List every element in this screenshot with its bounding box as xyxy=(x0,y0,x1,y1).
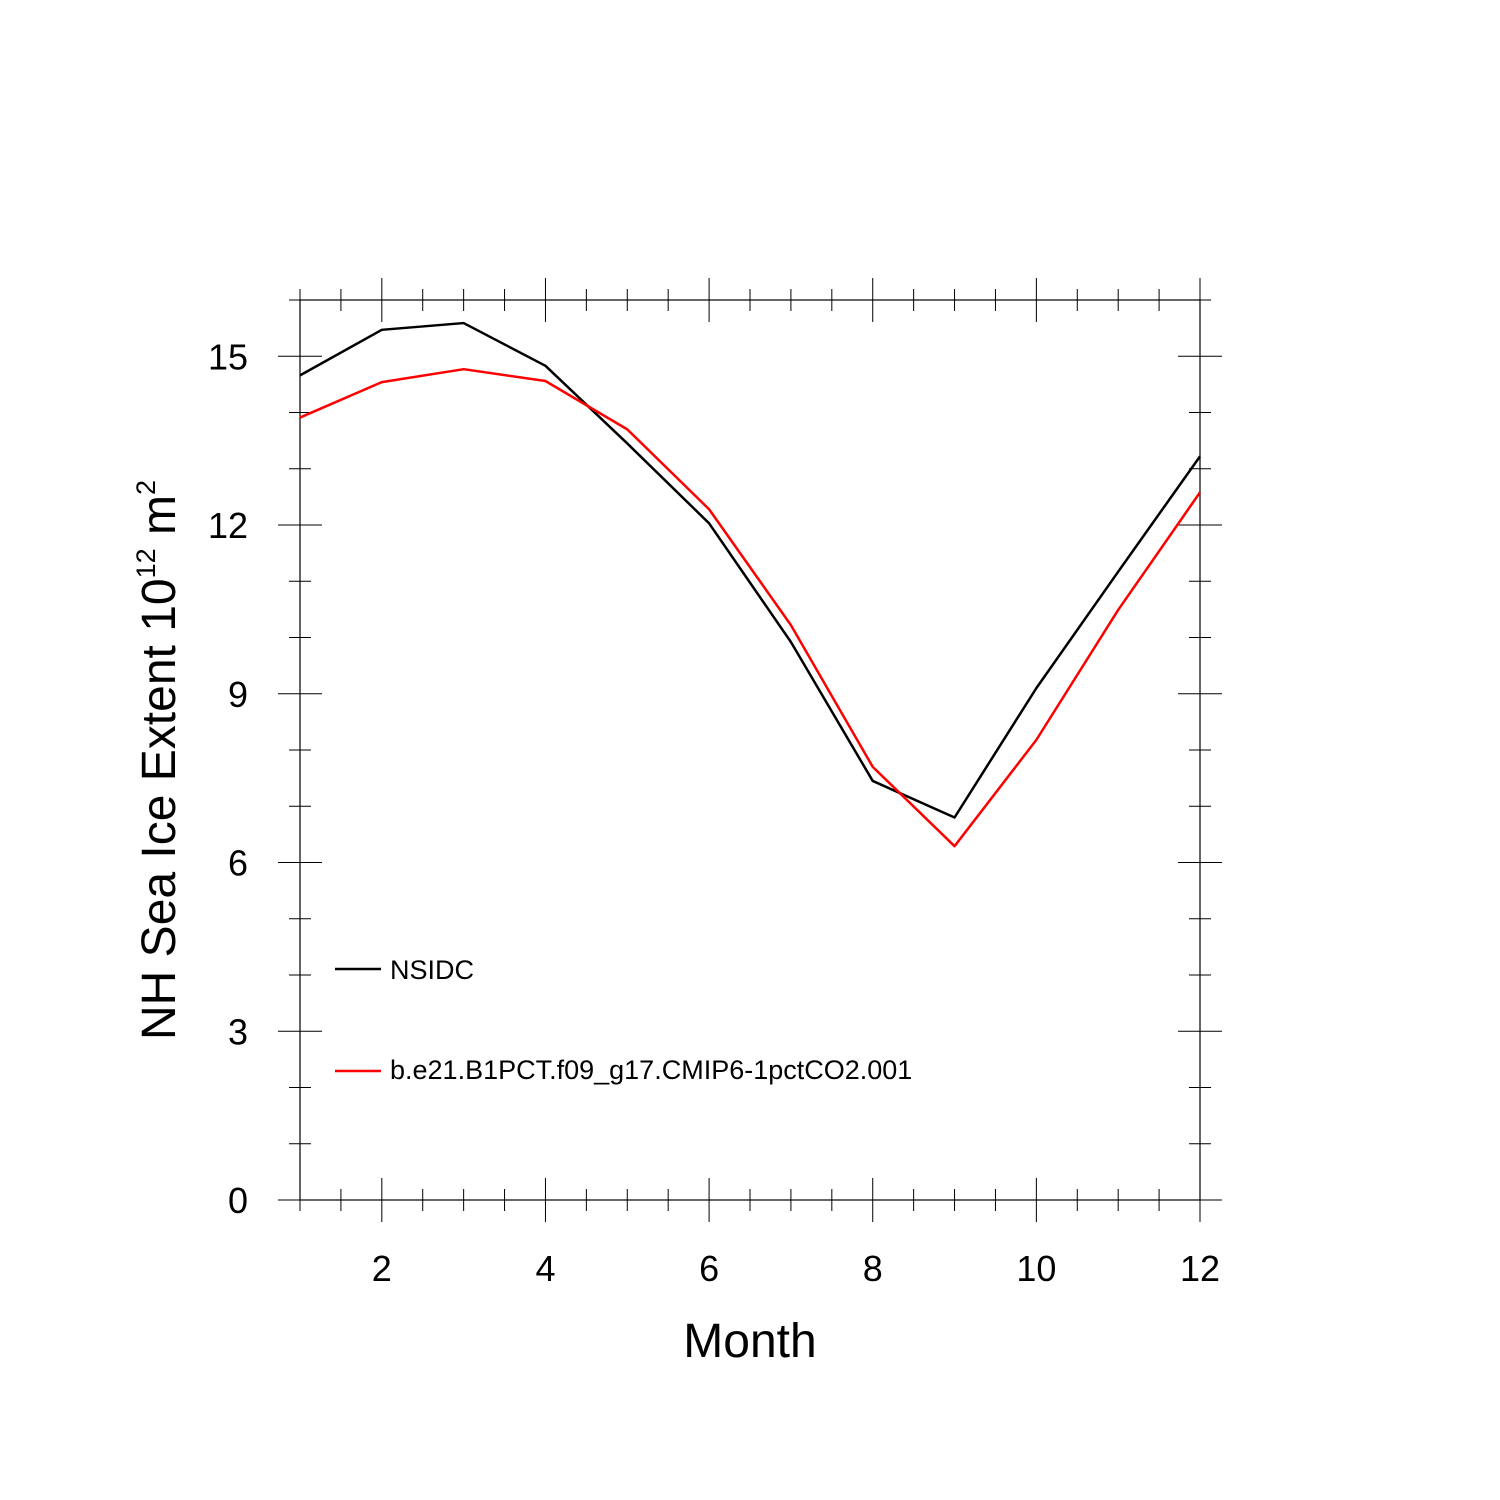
y-tick-label: 6 xyxy=(228,843,248,884)
legend-label-model: b.e21.B1PCT.f09_g17.CMIP6-1pctCO2.001 xyxy=(390,1055,912,1085)
series-line-1 xyxy=(299,367,1202,848)
y-tick-label: 9 xyxy=(228,674,248,715)
x-tick-label: 12 xyxy=(1180,1248,1220,1289)
x-tick-label: 4 xyxy=(535,1248,555,1289)
legend-label-nsidc: NSIDC xyxy=(390,955,474,985)
y-tick-labels: 0 3 6 9 12 15 xyxy=(208,336,248,1221)
x-axis-title: Month xyxy=(683,1315,816,1368)
y-tick-label: 15 xyxy=(208,336,248,377)
y-axis-title-exponent: 12 xyxy=(131,548,161,578)
y-axis-title-unit: m xyxy=(133,495,186,548)
x-tick-label: 6 xyxy=(699,1248,719,1289)
x-tick-label: 8 xyxy=(863,1248,883,1289)
y-axis-title-main: NH Sea Ice Extent 10 xyxy=(133,578,186,1040)
series-lines xyxy=(299,321,1202,848)
legend: NSIDC b.e21.B1PCT.f09_g17.CMIP6-1pctCO2.… xyxy=(335,955,912,1085)
x-tick-label: 2 xyxy=(372,1248,392,1289)
y-tick-label: 12 xyxy=(208,505,248,546)
y-axis-title-unit-exponent: 2 xyxy=(131,480,161,495)
x-tick-label: 10 xyxy=(1016,1248,1056,1289)
series-line-0 xyxy=(299,321,1202,819)
y-tick-label: 3 xyxy=(228,1011,248,1052)
y-axis-title: NH Sea Ice Extent 1012 m2 xyxy=(131,480,186,1040)
x-tick-labels: 2 4 6 8 10 12 xyxy=(372,1248,1220,1289)
y-tick-label: 0 xyxy=(228,1180,248,1221)
